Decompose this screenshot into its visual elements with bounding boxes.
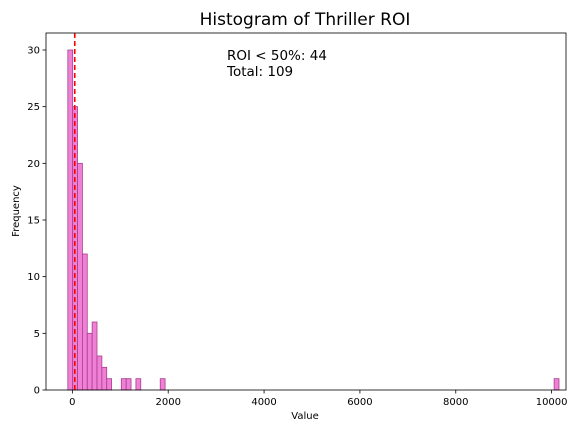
- y-axis-label: Frequency: [11, 185, 22, 237]
- histogram-bar: [135, 378, 142, 391]
- annotation-roi-below-50: ROI < 50%: 44: [227, 48, 327, 64]
- histogram-bar: [77, 162, 83, 391]
- ticks-layer: 0 2000 4000 6000 8000 10000 0 5 10 15 20 25 30: [27, 46, 567, 409]
- histogram-bar: [159, 378, 166, 391]
- y-tick-label: 15: [27, 216, 40, 227]
- y-tick-label: 0: [34, 386, 40, 397]
- x-tick-label: 2000: [155, 397, 180, 408]
- x-tick-label: 4000: [251, 397, 276, 408]
- bars-layer: [67, 49, 560, 391]
- histogram-bar: [553, 378, 560, 391]
- x-tick-label: 8000: [443, 397, 468, 408]
- histogram-bar: [82, 253, 88, 391]
- histogram-bar: [96, 355, 103, 391]
- y-tick-label: 5: [34, 329, 40, 340]
- annotation-total: Total: 109: [226, 64, 293, 80]
- histogram-bar: [86, 332, 93, 391]
- histogram-bar: [125, 378, 132, 391]
- histogram-bar: [120, 378, 127, 391]
- y-tick-label: 20: [27, 159, 40, 170]
- histogram-bar: [91, 321, 98, 391]
- axes-layer: [45, 32, 567, 391]
- x-axis-label: Value: [291, 411, 318, 422]
- x-tick-label: 6000: [347, 397, 372, 408]
- histogram-bar: [67, 49, 74, 391]
- y-tick-label: 10: [27, 272, 40, 283]
- x-tick-label: 10000: [536, 397, 568, 408]
- x-tick-label: 0: [69, 397, 75, 408]
- plot-frame: [45, 32, 567, 391]
- histogram-bar: [101, 366, 108, 391]
- y-tick-label: 30: [27, 46, 40, 57]
- y-tick-label: 25: [27, 102, 40, 113]
- histogram-bar: [106, 378, 112, 391]
- chart-title: Histogram of Thriller ROI: [200, 10, 411, 30]
